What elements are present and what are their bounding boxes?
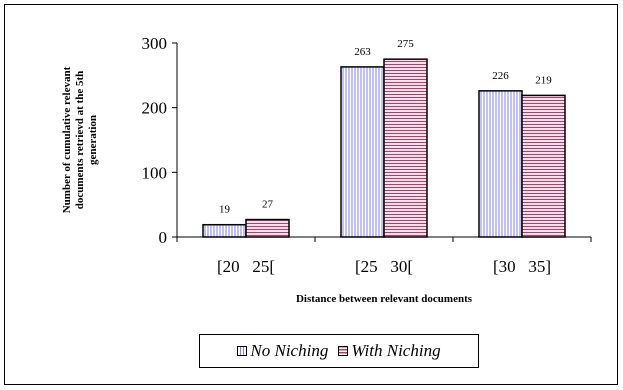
y-axis-title-line: generation [87, 115, 99, 165]
legend-item-with-niching: With Niching [338, 341, 441, 361]
legend-item-no-niching: No Niching [237, 341, 328, 361]
y-tick-label: 200 [142, 99, 168, 118]
legend-swatch-no-niching [237, 346, 248, 356]
data-label: 219 [535, 74, 552, 86]
y-tick-label: 100 [142, 163, 168, 182]
data-labels: 19 263 226 27 275 219 [219, 38, 552, 216]
bar-with-niching [383, 58, 428, 238]
data-label: 19 [219, 204, 231, 216]
bar-with-niching [521, 94, 566, 238]
legend: No Niching With Niching [199, 334, 479, 368]
y-axis-title-line: documents retrievd at the 5th [74, 71, 86, 210]
y-tick-label: 300 [142, 34, 168, 53]
legend-label-with-niching: With Niching [351, 341, 441, 360]
bar-with-niching [245, 218, 290, 238]
legend-swatch-with-niching [338, 346, 349, 356]
bar-no-niching [340, 66, 385, 238]
axes: 0 100 200 300 [20 25[ [25 30[ [30 35] [142, 34, 592, 276]
data-label: 27 [262, 199, 274, 211]
bar-no-niching [202, 223, 247, 238]
x-category-label: [20 25[ [217, 257, 275, 276]
x-axis-title: Distance between relevant documents [296, 293, 473, 305]
bar-no-niching [478, 90, 523, 238]
data-label: 226 [492, 70, 509, 82]
y-axis-title-line: Number of cumulative relevant [61, 66, 73, 213]
bars [202, 58, 566, 238]
legend-label-no-niching: No Niching [250, 341, 329, 360]
data-label: 263 [354, 46, 371, 58]
y-tick-label: 0 [159, 228, 168, 247]
y-axis-title: Number of cumulative relevantdocuments r… [61, 66, 99, 213]
x-category-label: [25 30[ [355, 257, 413, 276]
data-label: 275 [397, 38, 414, 50]
x-category-label: [30 35] [493, 257, 551, 276]
